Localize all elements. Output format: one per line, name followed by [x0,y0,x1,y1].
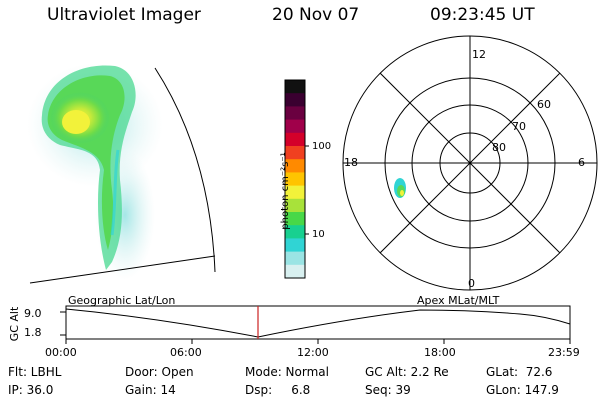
orbit-altitude-curve [65,308,571,338]
colorbar-swatch [285,238,305,253]
colorbar-swatch [285,80,305,94]
glon-info: GLon: 147.9 [486,383,559,397]
polar-aurora-spot [394,178,406,198]
strip-left-label: Geographic Lat/Lon [68,294,176,307]
gc-alt-info: GC Alt: 2.2 Re [365,365,449,379]
colorbar-swatch [285,132,305,147]
glat-info: GLat: 72.6 [486,365,553,379]
mlt-label-18: 18 [344,156,358,169]
strip-ytick-max: 9.0 [24,307,42,320]
colorbar-swatch [285,212,305,226]
lat-label-80: 80 [492,141,506,154]
strip-xtick-2: 12:00 [297,346,329,359]
ip-info: IP: 36.0 [8,383,54,397]
colorbar-swatch [285,119,305,134]
dsp-info: Dsp: 6.8 [245,383,311,397]
colorbar-swatch [285,159,305,173]
strip-xtick-4: 23:59 [548,346,580,359]
strip-right-label: Apex MLat/MLT [417,294,500,307]
colorbar-swatch [285,198,305,213]
mode-info: Mode: Normal [245,365,329,379]
instrument-title: Ultraviolet Imager [47,5,201,25]
aurora-emission [27,63,163,280]
strip-frame [65,305,571,340]
door-info: Door: Open [125,365,194,379]
date-label: 20 Nov 07 [272,5,360,25]
colorbar-swatch [285,251,305,266]
colorbar-swatch [285,185,305,200]
gain-info: Gain: 14 [125,383,176,397]
time-label: 09:23:45 UT [430,5,535,25]
seq-info: Seq: 39 [365,383,411,397]
mlt-label-0: 0 [468,277,475,290]
colorbar-tick-10: 10 [312,229,325,240]
strip-xtick-0: 00:00 [45,346,77,359]
colorbar-swatch [285,172,305,187]
filter-info: Flt: LBHL [8,365,62,379]
mlt-label-12: 12 [472,48,486,61]
colorbar-swatch [285,106,305,121]
strip-xtick-3: 18:00 [424,346,456,359]
colorbar-swatch [285,225,305,239]
strip-ytick-min: 1.8 [24,326,42,339]
colorbar-tick-100: 100 [312,141,332,152]
horizon-line [29,255,216,284]
strip-xtick-1: 06:00 [170,346,202,359]
colorbar-swatch [285,146,305,160]
earth-limb-arc [154,67,216,273]
lat-label-60: 60 [537,98,551,111]
lat-label-70: 70 [512,120,526,133]
colorbar-swatch [285,93,305,107]
mlt-label-6: 6 [578,156,585,169]
colorbar-swatch [285,264,305,279]
